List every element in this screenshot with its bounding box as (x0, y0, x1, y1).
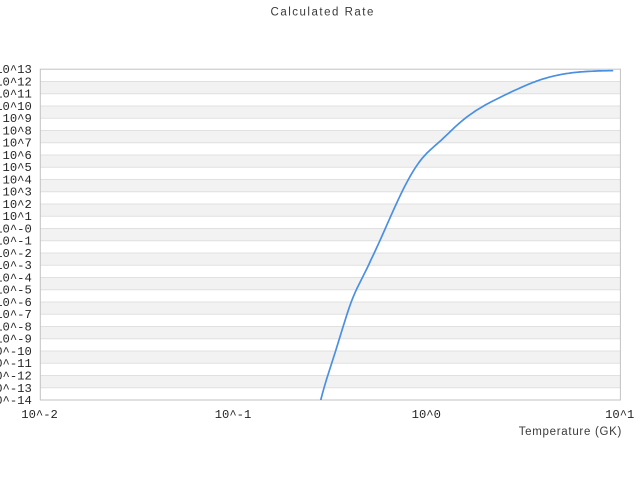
svg-text:10^-2: 10^-2 (0, 247, 32, 261)
svg-text:10^-13: 10^-13 (0, 382, 32, 396)
svg-text:Temperature (GK): Temperature (GK) (519, 426, 622, 438)
svg-text:10^-12: 10^-12 (0, 370, 32, 384)
svg-text:10^7: 10^7 (3, 137, 32, 151)
svg-text:10^3: 10^3 (3, 186, 32, 200)
svg-text:10^-1: 10^-1 (0, 235, 32, 249)
svg-text:10^-10: 10^-10 (0, 345, 32, 359)
svg-text:10^-0: 10^-0 (0, 222, 32, 236)
svg-text:10^1: 10^1 (605, 408, 634, 422)
svg-text:10^-9: 10^-9 (0, 333, 32, 347)
svg-text:10^-7: 10^-7 (0, 308, 32, 322)
svg-text:10^11: 10^11 (0, 88, 32, 102)
svg-text:10^2: 10^2 (3, 198, 32, 212)
svg-text:10^8: 10^8 (3, 124, 32, 138)
svg-text:Calculated Rate: Calculated Rate (271, 6, 375, 18)
svg-text:10^5: 10^5 (3, 161, 32, 175)
svg-text:10^-8: 10^-8 (0, 320, 32, 334)
svg-text:10^-6: 10^-6 (0, 296, 32, 310)
svg-text:10^-4: 10^-4 (0, 271, 32, 285)
svg-text:10^-2: 10^-2 (21, 408, 58, 422)
svg-text:10^-3: 10^-3 (0, 259, 32, 273)
svg-text:10^-1: 10^-1 (215, 408, 252, 422)
svg-text:10^-14: 10^-14 (0, 394, 32, 408)
svg-text:10^4: 10^4 (3, 173, 32, 187)
svg-text:10^10: 10^10 (0, 100, 32, 114)
svg-text:10^12: 10^12 (0, 75, 32, 89)
svg-text:10^-5: 10^-5 (0, 284, 32, 298)
svg-text:10^9: 10^9 (3, 112, 32, 126)
svg-text:10^13: 10^13 (0, 63, 32, 77)
svg-text:10^6: 10^6 (3, 149, 32, 163)
svg-text:10^1: 10^1 (3, 210, 32, 224)
svg-text:10^-11: 10^-11 (0, 357, 32, 371)
svg-text:10^0: 10^0 (412, 408, 441, 422)
